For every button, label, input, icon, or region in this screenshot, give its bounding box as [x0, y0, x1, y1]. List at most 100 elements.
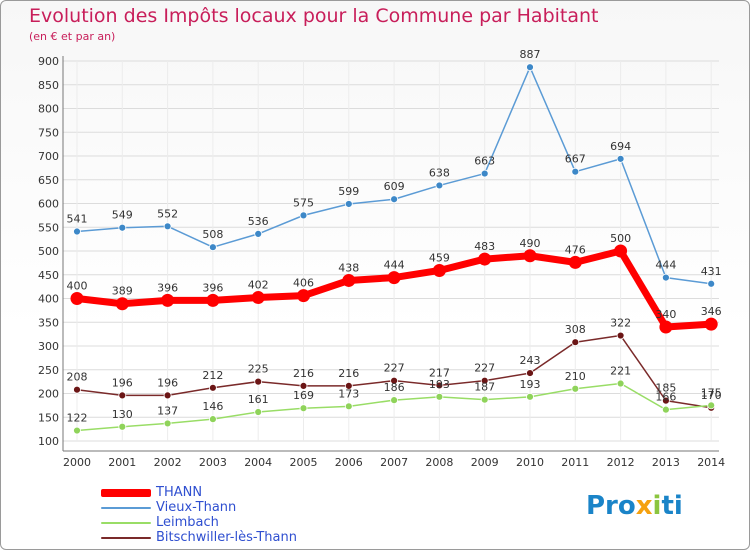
data-label-vieux-thann: 667 [565, 153, 586, 166]
legend-item-bitschwiller: Bitschwiller-lès-Thann [101, 530, 361, 545]
y-tick-label: 600 [38, 198, 59, 211]
data-point-bitschwiller-l-s-thann [208, 383, 217, 392]
data-point-thann [297, 289, 310, 303]
y-tick-label: 800 [38, 103, 59, 116]
y-tick-label: 300 [38, 340, 59, 353]
data-point-leimbach [299, 404, 308, 413]
y-tick-label: 500 [38, 245, 59, 258]
data-point-vieux-thann [299, 211, 308, 220]
data-point-bitschwiller-l-s-thann [435, 381, 444, 390]
data-point-bitschwiller-l-s-thann [662, 396, 670, 405]
x-tick-label: 2006 [335, 456, 363, 469]
data-point-vieux-thann [480, 169, 489, 178]
legend-label-bitschwiller: Bitschwiller-lès-Thann [156, 530, 297, 545]
data-label-vieux-thann: 887 [520, 48, 541, 61]
data-label-bitschwiller-l-s-thann: 322 [610, 317, 631, 330]
legend-label-leimbach: Leimbach [156, 515, 219, 530]
data-point-thann [614, 244, 628, 258]
x-tick-label: 2009 [471, 456, 499, 469]
data-label-vieux-thann: 575 [293, 196, 314, 209]
data-label-thann: 490 [520, 237, 541, 250]
data-label-thann: 389 [112, 285, 133, 298]
legend-swatch-thann [101, 489, 151, 497]
data-point-vieux-thann [73, 227, 81, 236]
data-label-thann: 483 [474, 240, 495, 253]
legend-label-thann: THANN [156, 485, 203, 500]
data-point-bitschwiller-l-s-thann [480, 376, 489, 385]
data-point-bitschwiller-l-s-thann [163, 391, 172, 400]
data-label-leimbach: 175 [701, 386, 722, 399]
data-label-thann: 396 [202, 281, 223, 294]
data-point-vieux-thann [707, 279, 716, 288]
data-point-thann [161, 293, 175, 307]
data-label-bitschwiller-l-s-thann: 216 [293, 367, 314, 380]
legend-swatch-vieux-thann [101, 507, 151, 509]
x-tick-label: 2011 [561, 456, 589, 469]
y-tick-label: 850 [38, 79, 59, 92]
y-tick-label: 700 [38, 150, 59, 163]
data-label-bitschwiller-l-s-thann: 185 [655, 382, 676, 395]
data-point-vieux-thann [571, 167, 580, 176]
data-point-leimbach [707, 401, 716, 410]
data-label-thann: 402 [248, 279, 269, 292]
data-label-bitschwiller-l-s-thann: 196 [112, 376, 133, 389]
data-label-bitschwiller-l-s-thann: 225 [248, 363, 269, 376]
data-point-bitschwiller-l-s-thann [344, 381, 353, 390]
data-point-vieux-thann [208, 243, 217, 252]
data-label-thann: 476 [565, 243, 586, 256]
data-label-vieux-thann: 552 [157, 207, 178, 220]
legend-label-vieux-thann: Vieux-Thann [156, 500, 237, 515]
data-label-bitschwiller-l-s-thann: 170 [701, 389, 722, 402]
data-point-thann [206, 293, 220, 307]
data-label-leimbach: 173 [338, 387, 359, 400]
data-point-leimbach [118, 422, 127, 431]
data-point-leimbach [435, 392, 444, 401]
y-tick-label: 450 [38, 269, 59, 282]
data-label-bitschwiller-l-s-thann: 227 [384, 362, 405, 375]
x-tick-label: 2014 [697, 456, 725, 469]
data-point-leimbach [616, 379, 625, 388]
data-point-vieux-thann [526, 63, 534, 72]
data-label-thann: 500 [610, 232, 631, 245]
data-label-thann: 406 [293, 277, 314, 290]
data-label-vieux-thann: 549 [112, 209, 133, 222]
data-point-leimbach [254, 408, 263, 416]
data-label-bitschwiller-l-s-thann: 227 [474, 362, 495, 375]
data-label-bitschwiller-l-s-thann: 308 [565, 323, 586, 336]
data-point-bitschwiller-l-s-thann [571, 338, 580, 347]
data-point-leimbach [208, 415, 217, 424]
y-tick-label: 750 [38, 126, 59, 139]
data-label-thann: 346 [701, 305, 722, 318]
data-point-thann [659, 320, 673, 334]
data-label-vieux-thann: 609 [384, 180, 405, 193]
data-point-bitschwiller-l-s-thann [254, 377, 263, 386]
data-label-leimbach: 221 [610, 365, 631, 378]
data-point-thann [704, 317, 718, 331]
data-label-leimbach: 161 [248, 393, 269, 406]
data-label-vieux-thann: 508 [202, 228, 223, 241]
data-label-thann: 340 [655, 308, 676, 321]
data-point-thann [478, 252, 492, 266]
y-tick-label: 150 [38, 411, 59, 424]
data-label-bitschwiller-l-s-thann: 208 [67, 371, 88, 384]
data-point-leimbach [344, 402, 353, 411]
y-tick-label: 350 [38, 316, 59, 329]
data-point-leimbach [390, 396, 399, 405]
y-tick-label: 250 [38, 364, 59, 377]
y-tick-label: 900 [38, 55, 59, 68]
legend-swatch-leimbach [101, 522, 151, 524]
data-label-leimbach: 130 [112, 408, 133, 421]
data-point-thann [387, 271, 401, 285]
data-point-vieux-thann [662, 273, 670, 282]
data-point-bitschwiller-l-s-thann [616, 331, 625, 340]
data-point-vieux-thann [435, 181, 444, 190]
data-label-thann: 400 [67, 280, 88, 293]
data-label-vieux-thann: 431 [701, 265, 722, 278]
x-tick-label: 2002 [154, 456, 182, 469]
data-label-vieux-thann: 638 [429, 166, 450, 179]
data-point-vieux-thann [344, 200, 353, 208]
data-label-thann: 459 [429, 251, 450, 264]
data-point-thann [70, 292, 84, 305]
